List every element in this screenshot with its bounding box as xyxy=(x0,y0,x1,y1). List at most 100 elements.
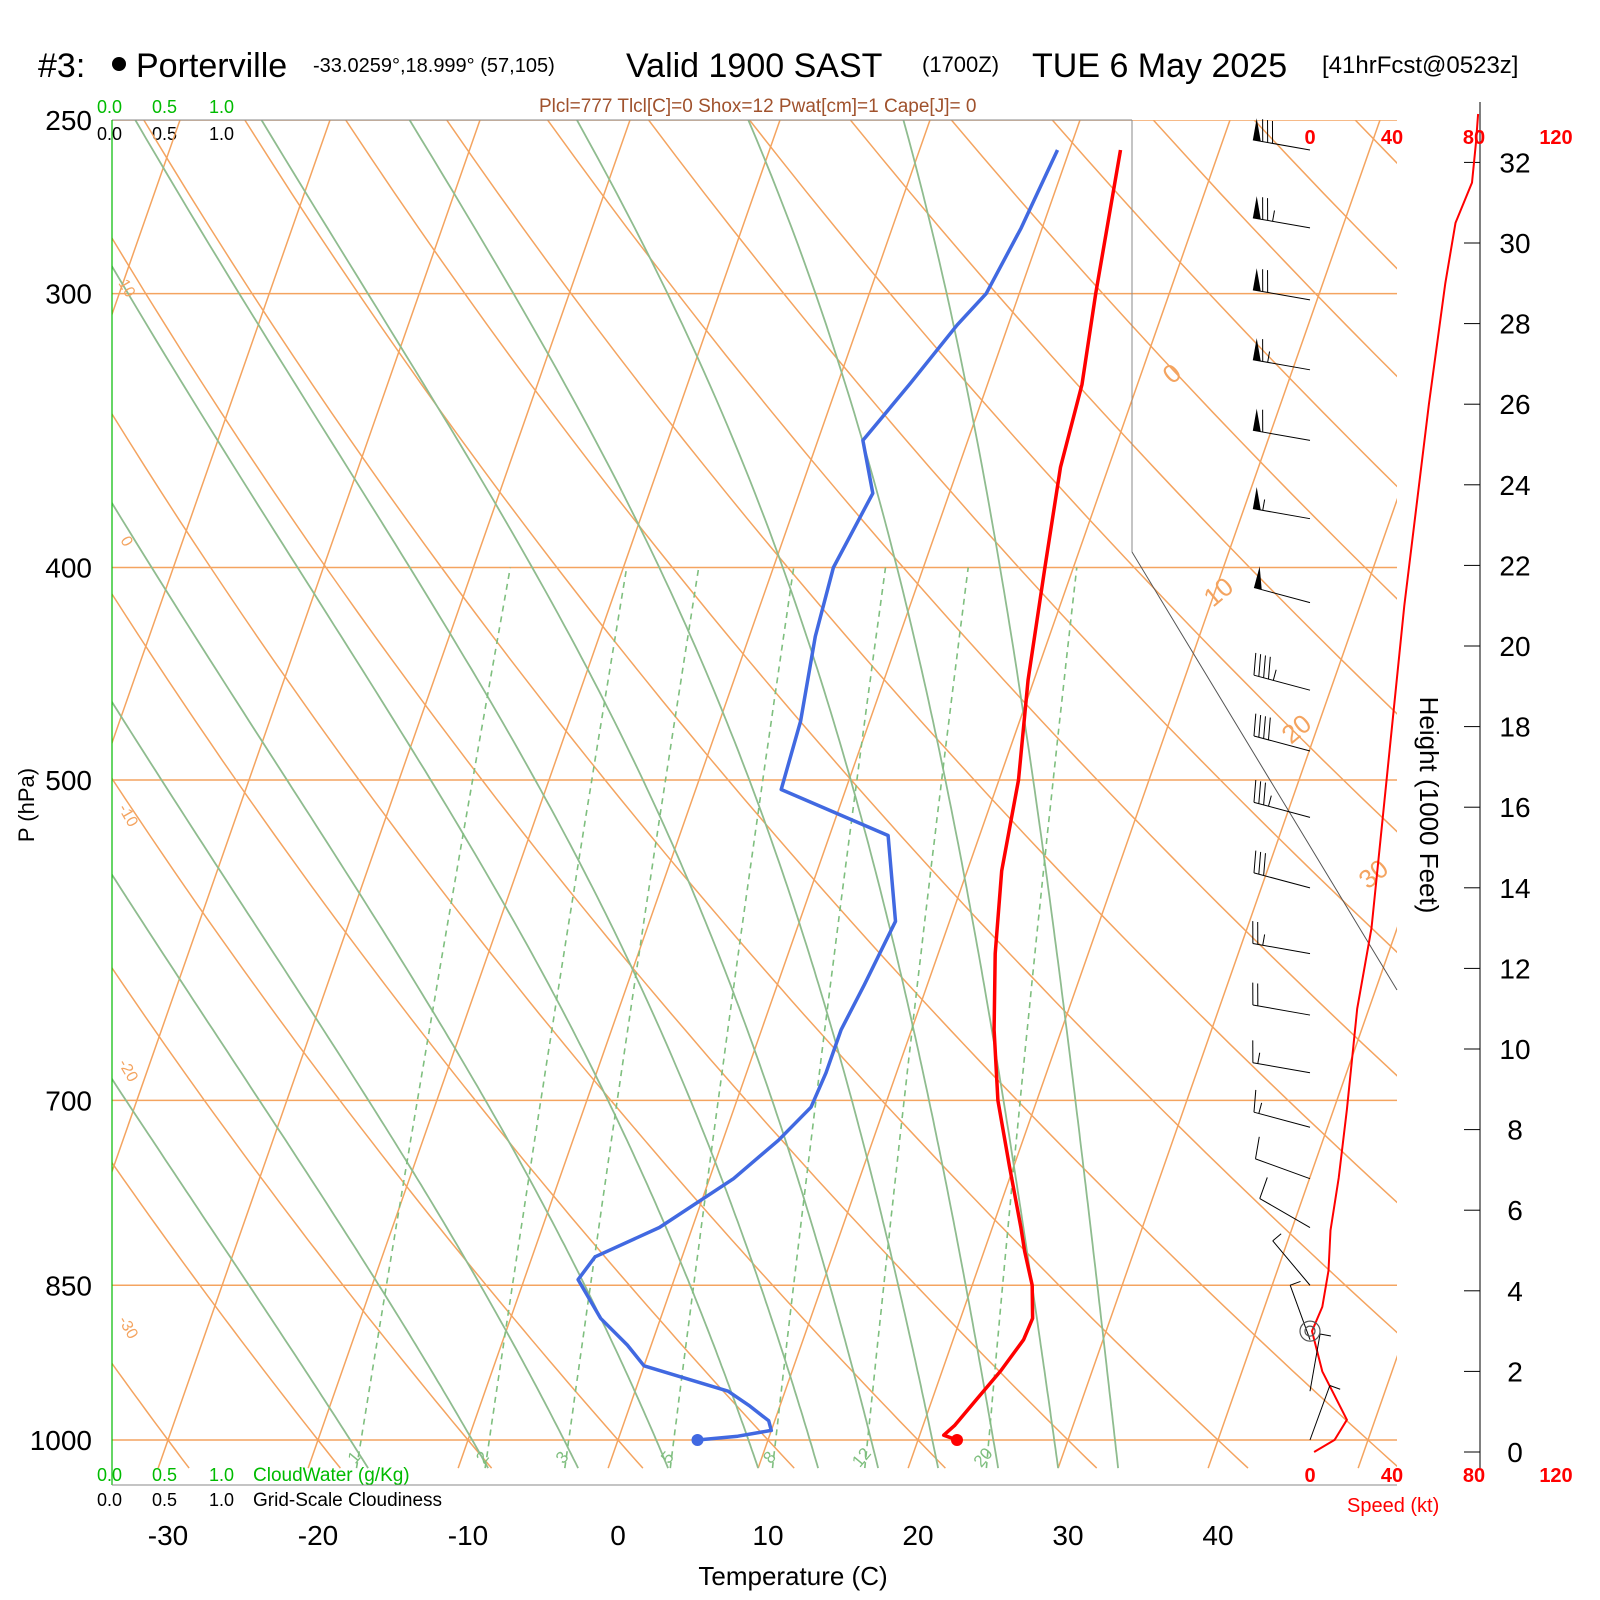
moist-adiabat-line xyxy=(576,120,999,1469)
height-tick-label: 28 xyxy=(1499,309,1530,340)
wind-barb-staff xyxy=(1252,943,1311,955)
cloudiness-label: Grid-Scale Cloudiness xyxy=(253,1490,442,1511)
wind-barb-flag xyxy=(1259,1177,1268,1199)
isotherm-line xyxy=(307,120,781,1469)
dry-adiabat-line xyxy=(112,592,795,1469)
wind-barb-flag xyxy=(1267,717,1271,740)
cloudiness-scale-top-2: 1.0 xyxy=(209,124,234,144)
wind-barb-staff xyxy=(1252,217,1311,229)
wind-barb-pennant xyxy=(1252,196,1261,220)
temperature-tick-label: 10 xyxy=(752,1520,783,1551)
wind-barb xyxy=(1252,118,1311,151)
mixing-ratio-line xyxy=(564,567,700,1469)
height-tick-label: 12 xyxy=(1499,953,1530,984)
wind-barb-half-flag xyxy=(1272,210,1275,222)
mixing-ratio-labels: 1 2 3 5 8 12 20 xyxy=(344,1444,997,1471)
wind-barb-pennant xyxy=(1252,408,1261,432)
wind-barb-staff xyxy=(1252,1062,1311,1074)
wind-barb xyxy=(1252,486,1311,520)
wind-barb-flag xyxy=(1253,780,1257,803)
cloud-scale-top: 0.0 0.5 1.0 0.0 0.5 1.0 xyxy=(97,97,234,144)
height-tick-label: 0 xyxy=(1507,1437,1523,1468)
wind-barb xyxy=(1255,1136,1311,1180)
speed-tick-label-top: 0 xyxy=(1304,127,1315,149)
pressure-axis-labels: 250 300 400 500 700 850 1000 xyxy=(30,105,92,1456)
pressure-tick-label: 850 xyxy=(45,1270,92,1301)
speed-tick-label-top: 40 xyxy=(1381,127,1403,149)
cloudwater-scale-bottom-2: 1.0 xyxy=(209,1465,234,1485)
dry-adiabat-line xyxy=(748,120,1397,833)
cloudwater-scale-top-1: 0.5 xyxy=(152,97,177,117)
speed-axis-title: Speed (kt) xyxy=(1347,1495,1439,1517)
height-tick-label: 14 xyxy=(1499,873,1530,904)
height-tick-label: 26 xyxy=(1499,389,1530,420)
mixing-ratio-label: 2 xyxy=(472,1448,493,1467)
moist-adiabat-line xyxy=(902,120,1119,1469)
height-tick-label: 30 xyxy=(1499,228,1530,259)
cloudiness-scale-top-0: 0.0 xyxy=(97,124,122,144)
wind-barb-flag xyxy=(1253,713,1257,737)
station-dot-icon xyxy=(112,57,126,71)
isotherm-line xyxy=(1357,1354,1397,1469)
frame-diagonal xyxy=(1131,551,1398,991)
wind-barb xyxy=(1309,1385,1341,1441)
surface-temperature-marker xyxy=(951,1434,963,1446)
isotherm-line xyxy=(1057,497,1397,1469)
cloudiness-scale-bottom-1: 0.5 xyxy=(152,1490,177,1510)
indices-line: Plcl=777 Tlcl[C]=0 Shox=12 Pwat[cm]=1 Ca… xyxy=(539,96,976,117)
isotherm-line xyxy=(607,120,1081,1469)
wind-barb-half-flag xyxy=(1319,1333,1331,1337)
cloudiness-scale-bottom-2: 1.0 xyxy=(209,1490,234,1510)
moist-adiabat-line xyxy=(134,120,819,1469)
temperature-tick-label: -10 xyxy=(448,1520,488,1551)
wind-barb-staff xyxy=(1252,359,1311,371)
temperature-axis-labels: -30 -20 -10 0 10 20 30 40 xyxy=(148,1520,1234,1551)
cloudwater-scale-top-2: 1.0 xyxy=(209,97,234,117)
mixing-ratio-line xyxy=(669,567,795,1469)
wind-barb-flag xyxy=(1258,654,1262,677)
speed-tick-label-bottom: 80 xyxy=(1463,1465,1485,1487)
background-lines xyxy=(112,120,1397,1469)
temperature-tick-label: -30 xyxy=(148,1520,188,1551)
valid-date: TUE 6 May 2025 xyxy=(1032,47,1287,85)
isotherm-line xyxy=(907,120,1381,1469)
wind-barb-pennant xyxy=(1253,566,1262,590)
dry-adiabat-line xyxy=(112,412,946,1469)
wind-barb xyxy=(1252,268,1311,301)
wind-barb-staff xyxy=(1252,289,1311,301)
isotherm-label: -30 xyxy=(115,1314,141,1343)
isotherm-label: -20 xyxy=(115,1057,141,1086)
wind-barb-pennant xyxy=(1252,486,1261,511)
wind-barb xyxy=(1272,1233,1311,1286)
wind-barb-staff xyxy=(1253,674,1311,691)
wind-barb-flag xyxy=(1253,652,1257,676)
isotherm-label: 30 xyxy=(1353,853,1394,895)
dry-adiabat-line xyxy=(648,120,1397,954)
isotherm-label: 0 xyxy=(1157,357,1187,389)
moist-adiabat-line xyxy=(747,120,1059,1469)
lcl-inner-circle-marker xyxy=(1304,1325,1316,1337)
wind-speed-line xyxy=(1310,113,1480,1453)
wind-barb-staff xyxy=(1253,1111,1311,1128)
sounding-profiles xyxy=(576,149,1123,1446)
temperature-tick-label: 40 xyxy=(1202,1520,1233,1551)
wind-barb-flag xyxy=(1258,781,1262,804)
dry-adiabat-line xyxy=(446,120,1397,1204)
wind-barb-pennant xyxy=(1252,338,1261,362)
wind-barb-staff xyxy=(1309,1385,1331,1441)
wind-barb-flag xyxy=(1267,656,1271,680)
wind-barb xyxy=(1253,780,1311,818)
pressure-tick-label: 500 xyxy=(45,765,92,796)
pressure-tick-label: 300 xyxy=(45,279,92,310)
wind-barb-half-flag xyxy=(1257,1052,1261,1064)
cloudwater-scale-bottom-0: 0.0 xyxy=(97,1465,122,1485)
isotherm-line xyxy=(457,120,931,1469)
wind-barb-flag xyxy=(1263,853,1266,876)
isotherm-label: 10 xyxy=(1198,571,1239,613)
dry-adiabat-line xyxy=(112,966,493,1469)
speed-tick-label-bottom: 0 xyxy=(1304,1465,1315,1487)
height-tick-label: 32 xyxy=(1499,147,1530,178)
height-tick-label: 2 xyxy=(1507,1356,1523,1387)
wind-barb-flag xyxy=(1258,851,1262,875)
wind-barb-half-flag xyxy=(1289,1280,1301,1286)
